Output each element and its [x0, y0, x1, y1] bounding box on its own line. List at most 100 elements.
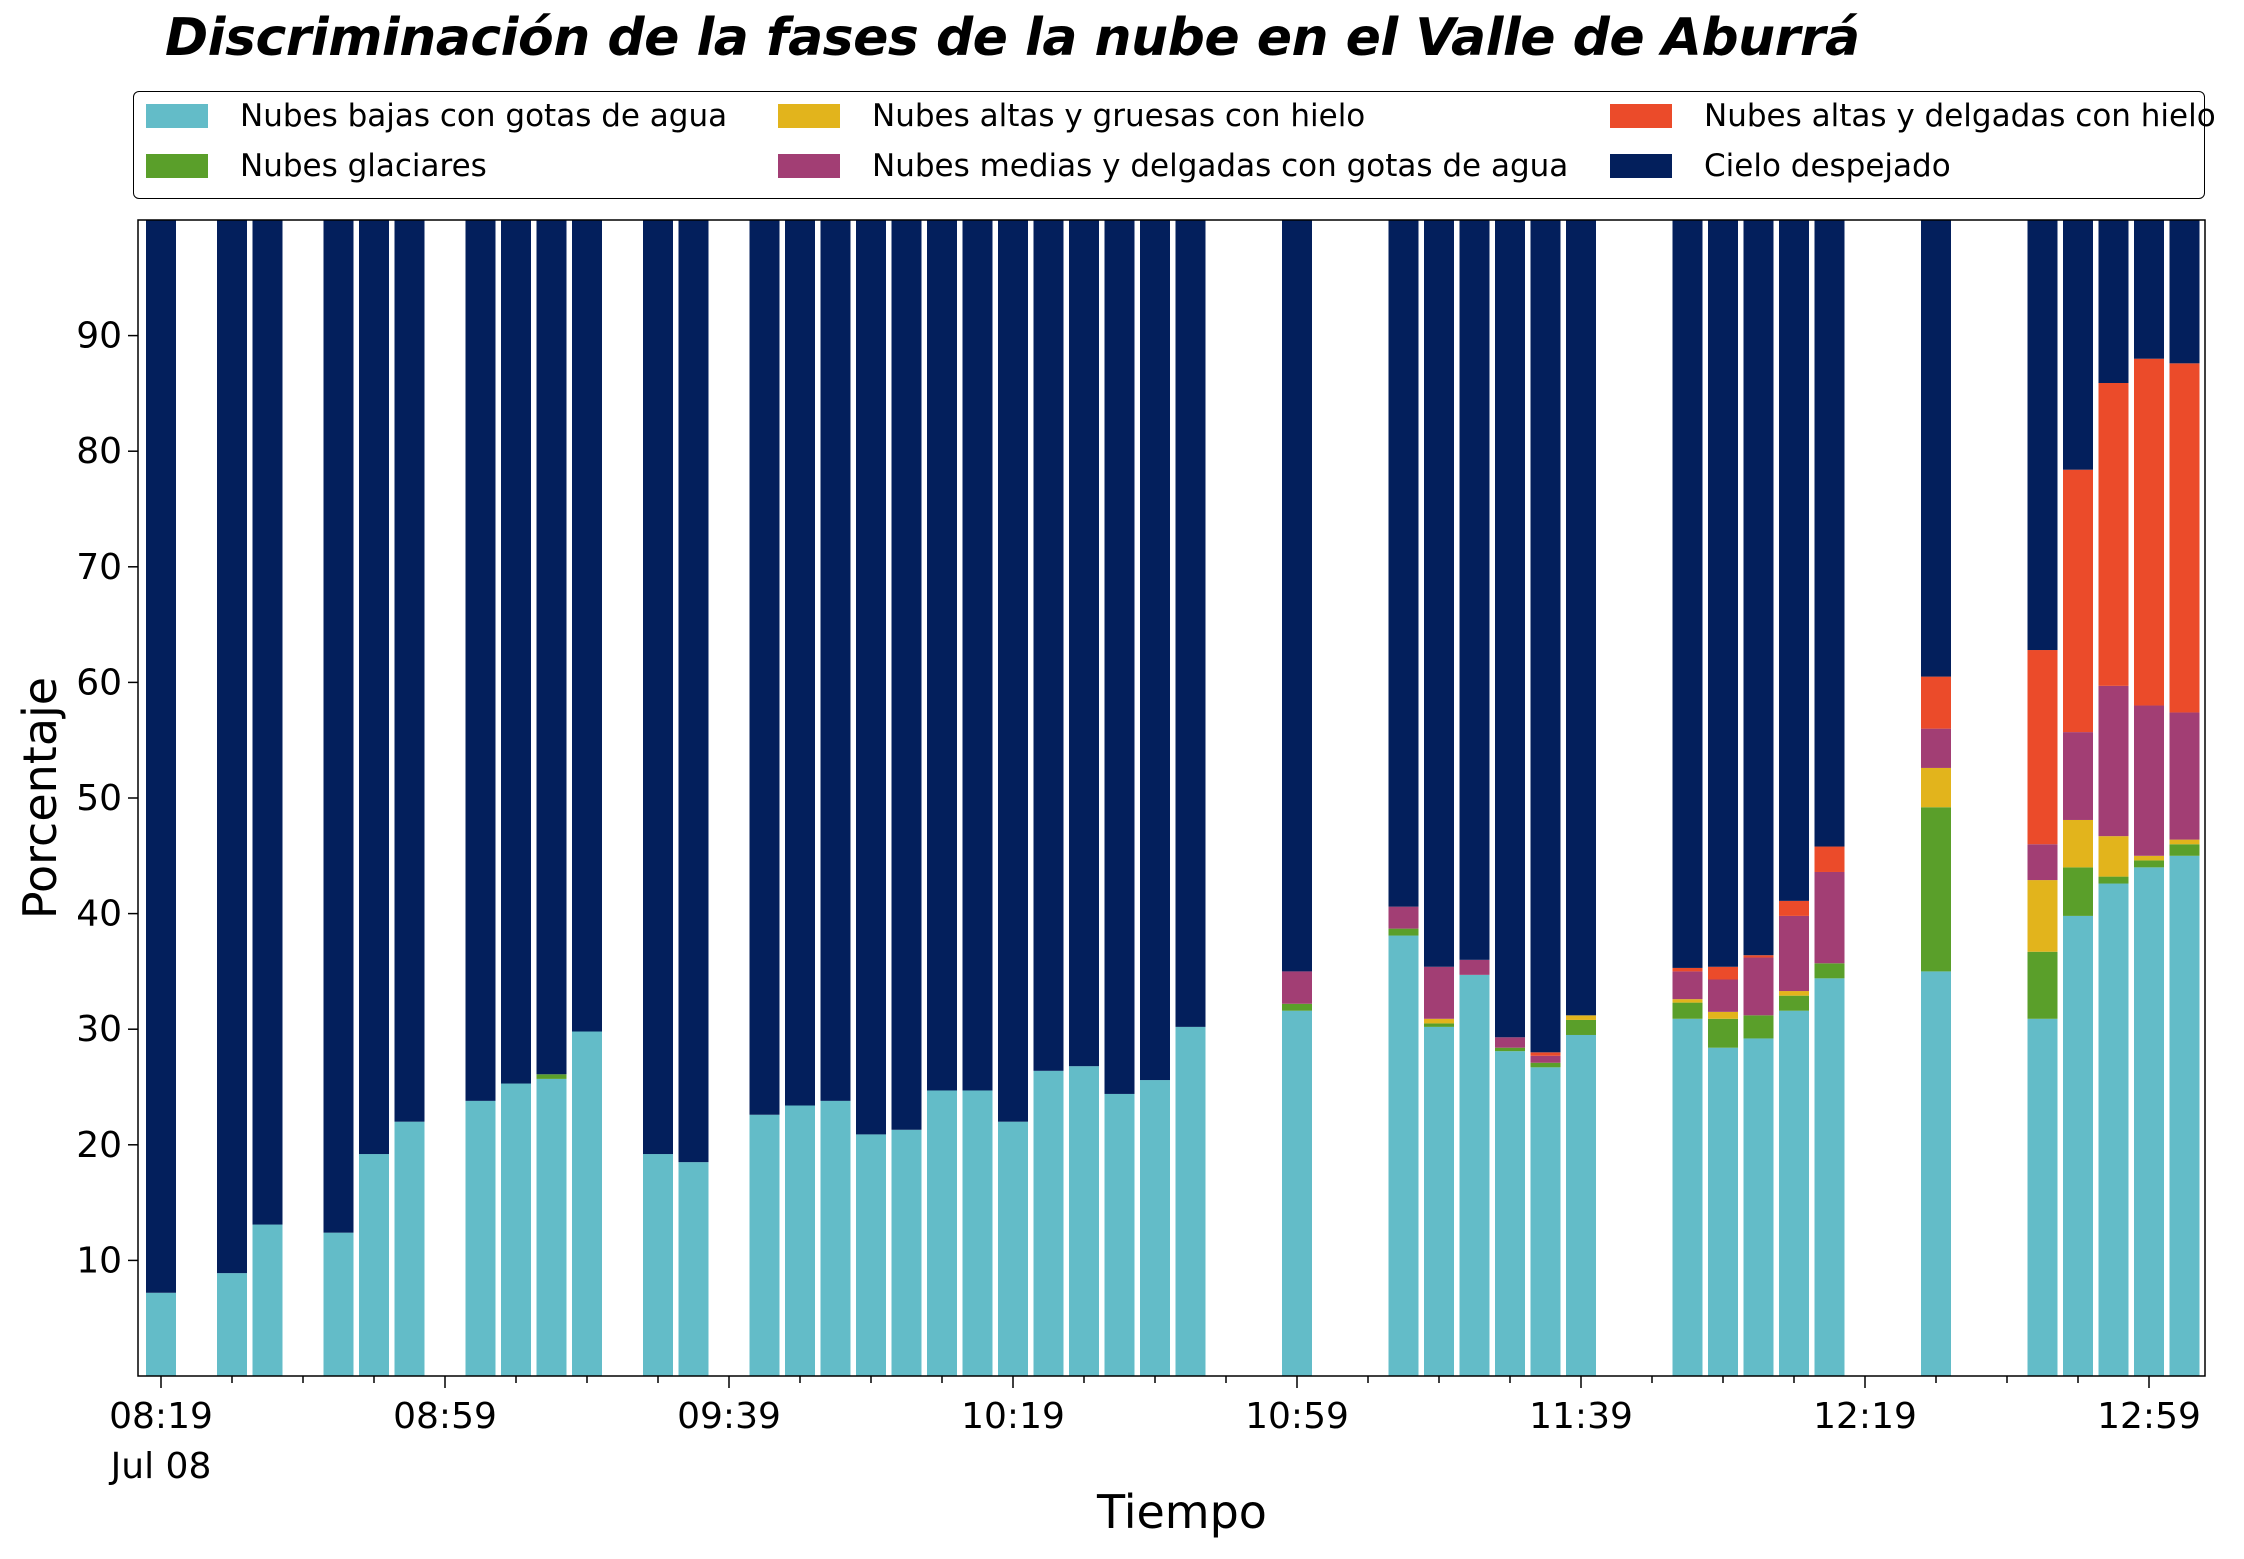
bar-segment-s0-35 — [1388, 935, 1419, 1376]
legend-swatch-nubes-bajas — [146, 104, 208, 128]
bar-segment-s1-55 — [2098, 876, 2129, 884]
bar-segment-s0-39 — [1530, 1067, 1561, 1376]
legend-swatch-nubes-medias — [778, 154, 840, 178]
bar-segment-s5-28 — [1140, 220, 1170, 1081]
bar-segment-s0-11 — [536, 1078, 567, 1376]
bar-segment-s4-39 — [1530, 1052, 1561, 1056]
legend-item-nubes-medias: Nubes medias y delgadas con gotas de agu… — [778, 146, 1568, 186]
bar-segment-s5-0 — [146, 220, 176, 1293]
chart-legend: Nubes bajas con gotas de agua Nubes glac… — [133, 91, 2216, 199]
bar-segment-s5-29 — [1175, 220, 1206, 1027]
bar-segment-s0-53 — [2027, 1018, 2058, 1376]
bar-segment-s4-44 — [1708, 966, 1738, 980]
bar-segment-s1-35 — [1388, 928, 1419, 936]
bar-segment-s2-56 — [2134, 855, 2164, 861]
bar-segment-s3-57 — [2169, 712, 2200, 840]
bar-segment-s5-55 — [2098, 220, 2129, 383]
bar-segment-s0-0 — [146, 1292, 176, 1376]
bar-segment-s3-44 — [1708, 979, 1738, 1012]
bar-segment-s0-15 — [678, 1162, 709, 1376]
x-tick-label-2: 09:39 — [677, 1396, 781, 1437]
bar-segment-s0-47 — [1814, 978, 1845, 1376]
bar-segment-s2-54 — [2063, 819, 2093, 868]
bar-segment-s0-38 — [1495, 1051, 1525, 1376]
bar-segment-s5-40 — [1566, 220, 1596, 1016]
legend-label-nubes-glaciares: Nubes glaciares — [240, 148, 487, 184]
x-axis: 08:19 08:59 09:39 10:19 10:59 11:39 12:19 12:59… — [109, 1376, 2201, 1487]
bar-segment-s0-23 — [962, 1090, 993, 1376]
bar-segment-s2-43 — [1672, 999, 1703, 1003]
bar-segment-s0-6 — [359, 1154, 389, 1376]
bar-segment-s0-27 — [1104, 1093, 1135, 1376]
legend-label-nubes-bajas: Nubes bajas con gotas de agua — [240, 98, 728, 134]
bar-segment-s0-32 — [1282, 1010, 1312, 1376]
bar-segment-s5-45 — [1743, 220, 1774, 956]
y-tick-label-60: 60 — [76, 662, 122, 703]
bar-segment-s5-11 — [536, 220, 567, 1075]
bar-segment-s0-50 — [1921, 971, 1951, 1376]
bar-segment-s5-37 — [1459, 220, 1490, 960]
bar-segment-s1-53 — [2027, 951, 2058, 1019]
bar-segment-s5-24 — [998, 220, 1028, 1122]
bar-segment-s5-20 — [856, 220, 886, 1135]
bar-segment-s3-43 — [1672, 971, 1703, 1000]
bar-segment-s0-37 — [1459, 974, 1490, 1376]
bar-segment-s0-55 — [2098, 883, 2129, 1376]
bar-segment-s5-25 — [1033, 220, 1064, 1071]
bar-segment-s4-46 — [1779, 900, 1809, 916]
bar-segment-s0-20 — [856, 1134, 886, 1376]
bar-segment-s0-44 — [1708, 1047, 1738, 1376]
bar-segment-s1-57 — [2169, 844, 2200, 856]
bar-segment-s0-12 — [572, 1031, 602, 1376]
bar-segment-s1-40 — [1566, 1019, 1596, 1035]
bar-segment-s3-39 — [1530, 1055, 1561, 1063]
bar-segment-s1-54 — [2063, 867, 2093, 916]
bar-segment-s5-54 — [2063, 220, 2093, 470]
x-tick-label-1: 08:59 — [393, 1396, 497, 1437]
x-tick-label-0: 08:19 — [109, 1396, 213, 1437]
bar-segment-s0-5 — [323, 1232, 354, 1376]
bar-segment-s0-26 — [1069, 1066, 1099, 1376]
bar-segment-s0-18 — [785, 1105, 815, 1376]
x-date-label: Jul 08 — [109, 1446, 212, 1487]
legend-label-nubes-medias: Nubes medias y delgadas con gotas de agu… — [872, 148, 1569, 184]
bar-segment-s1-46 — [1779, 995, 1809, 1011]
bar-segment-s2-40 — [1566, 1015, 1596, 1020]
bar-segment-s0-9 — [465, 1100, 496, 1376]
bar-segment-s0-36 — [1424, 1026, 1454, 1376]
legend-swatch-nubes-altas-gruesas — [778, 104, 840, 128]
bar-segment-s1-38 — [1495, 1047, 1525, 1052]
bar-segment-s1-11 — [536, 1074, 567, 1079]
y-tick-label-80: 80 — [76, 431, 122, 472]
bar-segment-s0-19 — [820, 1100, 851, 1376]
bar-segment-s1-47 — [1814, 963, 1845, 979]
bar-segment-s5-47 — [1814, 220, 1845, 847]
bar-segment-s5-10 — [501, 220, 531, 1084]
bar-segment-s3-45 — [1743, 957, 1774, 1016]
bar-segment-s4-45 — [1743, 955, 1774, 958]
bar-segment-s1-39 — [1530, 1062, 1561, 1068]
bar-segment-s5-2 — [217, 220, 247, 1274]
y-tick-label-90: 90 — [76, 316, 122, 357]
bar-segment-s5-21 — [891, 220, 922, 1130]
bar-segment-s3-54 — [2063, 732, 2093, 820]
bar-segment-s1-43 — [1672, 1002, 1703, 1019]
x-axis-title: Tiempo — [1096, 1485, 1267, 1539]
bar-segment-s0-10 — [501, 1083, 531, 1376]
bar-segment-s5-50 — [1921, 220, 1951, 677]
chart-title: Discriminación de la fases de la nube en… — [165, 8, 1860, 68]
bar-segment-s3-37 — [1459, 959, 1490, 975]
bar-segment-s5-7 — [394, 220, 425, 1122]
bar-segment-s4-47 — [1814, 846, 1845, 872]
bar-segment-s4-55 — [2098, 383, 2129, 686]
bar-segment-s5-23 — [962, 220, 993, 1091]
bar-segment-s0-17 — [749, 1114, 780, 1376]
legend-item-nubes-bajas: Nubes bajas con gotas de agua — [146, 96, 727, 136]
bar-segment-s5-26 — [1069, 220, 1099, 1067]
bar-segment-s5-14 — [643, 220, 673, 1155]
bar-segment-s5-32 — [1282, 220, 1312, 972]
bar-segment-s5-12 — [572, 220, 602, 1032]
legend-label-cielo-despejado: Cielo despejado — [1704, 148, 1951, 184]
y-tick-label-40: 40 — [76, 894, 122, 935]
